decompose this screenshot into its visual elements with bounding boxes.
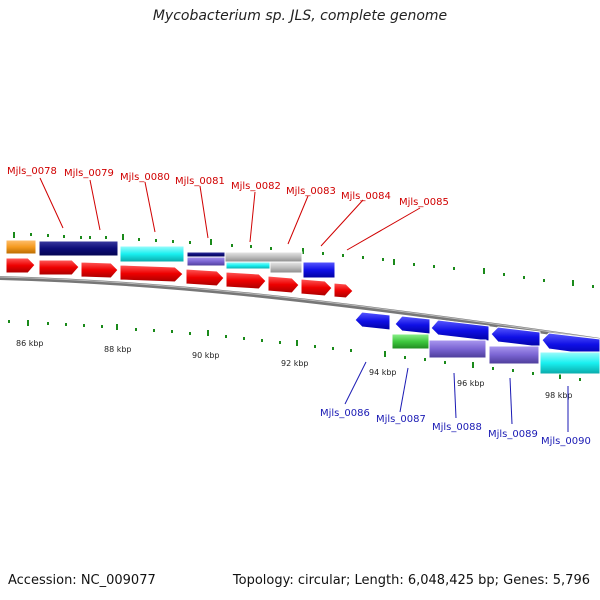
scale-label-96kbp: 96 kbp bbox=[457, 379, 485, 388]
gene-block bbox=[186, 256, 226, 267]
scale-label-86kbp: 86 kbp bbox=[16, 339, 44, 348]
scale-label-98kbp: 98 kbp bbox=[545, 391, 573, 400]
gene-block bbox=[224, 251, 303, 263]
leader-lines-bottom bbox=[344, 361, 569, 432]
gene-block bbox=[539, 351, 600, 375]
gene-label-mjls-0079[interactable]: Mjls_0079 bbox=[64, 168, 114, 179]
gene-label-mjls-0083[interactable]: Mjls_0083 bbox=[286, 186, 336, 197]
gene-block bbox=[302, 261, 336, 279]
gene-label-mjls-0089[interactable]: Mjls_0089 bbox=[488, 429, 538, 440]
reverse-arrow-track bbox=[354, 311, 600, 357]
gene-block bbox=[119, 245, 185, 263]
scale-label-90kbp: 90 kbp bbox=[192, 351, 220, 360]
gene-label-mjls-0088[interactable]: Mjls_0088 bbox=[432, 422, 482, 433]
forward-arrow bbox=[5, 257, 36, 274]
accession-text: Accession: NC_009077 bbox=[8, 573, 156, 588]
reverse-arrow bbox=[430, 319, 490, 342]
forward-arrow bbox=[119, 264, 184, 283]
map-title: Mycobacterium sp. JLS, complete genome bbox=[152, 8, 448, 24]
gene-label-mjls-0084[interactable]: Mjls_0084 bbox=[341, 191, 391, 202]
gene-label-mjls-0087[interactable]: Mjls_0087 bbox=[376, 414, 426, 425]
gene-block bbox=[488, 345, 540, 365]
gene-block bbox=[186, 251, 226, 258]
scale-label-88kbp: 88 kbp bbox=[104, 345, 132, 354]
gene-block bbox=[269, 261, 303, 274]
gene-block bbox=[38, 240, 119, 257]
gene-label-mjls-0078[interactable]: Mjls_0078 bbox=[7, 166, 57, 177]
leader-lines-top bbox=[39, 177, 421, 251]
gene-label-mjls-0090[interactable]: Mjls_0090 bbox=[541, 436, 591, 447]
lower-color-track bbox=[391, 333, 600, 375]
forward-arrow bbox=[225, 271, 267, 290]
gene-block bbox=[428, 339, 487, 359]
gene-label-mjls-0085[interactable]: Mjls_0085 bbox=[399, 197, 449, 208]
gene-label-mjls-0080[interactable]: Mjls_0080 bbox=[120, 172, 170, 183]
forward-arrow bbox=[185, 268, 225, 287]
upper-color-track bbox=[5, 239, 336, 279]
forward-arrow bbox=[300, 278, 333, 297]
gene-block bbox=[225, 261, 271, 270]
reverse-arrow bbox=[394, 315, 431, 335]
reverse-arrow bbox=[490, 326, 541, 348]
scale-label-94kbp: 94 kbp bbox=[369, 368, 397, 377]
genome-summary-text: Topology: circular; Length: 6,048,425 bp… bbox=[232, 573, 590, 588]
gene-block bbox=[391, 333, 430, 350]
genome-backbone bbox=[0, 276, 600, 342]
scale-ticks-lower bbox=[8, 320, 581, 381]
forward-arrow bbox=[267, 275, 300, 294]
gene-block bbox=[5, 239, 37, 255]
gene-label-mjls-0081[interactable]: Mjls_0081 bbox=[175, 176, 225, 187]
forward-arrow bbox=[333, 282, 354, 299]
forward-arrow bbox=[38, 259, 80, 276]
forward-arrow bbox=[80, 261, 119, 279]
gene-label-mjls-0086[interactable]: Mjls_0086 bbox=[320, 408, 370, 419]
gene-label-mjls-0082[interactable]: Mjls_0082 bbox=[231, 181, 281, 192]
scale-label-92kbp: 92 kbp bbox=[281, 359, 309, 368]
scale-ticks-upper bbox=[13, 232, 594, 288]
forward-arrow-track bbox=[5, 257, 354, 299]
reverse-arrow bbox=[354, 311, 391, 331]
reverse-arrow bbox=[541, 332, 600, 357]
